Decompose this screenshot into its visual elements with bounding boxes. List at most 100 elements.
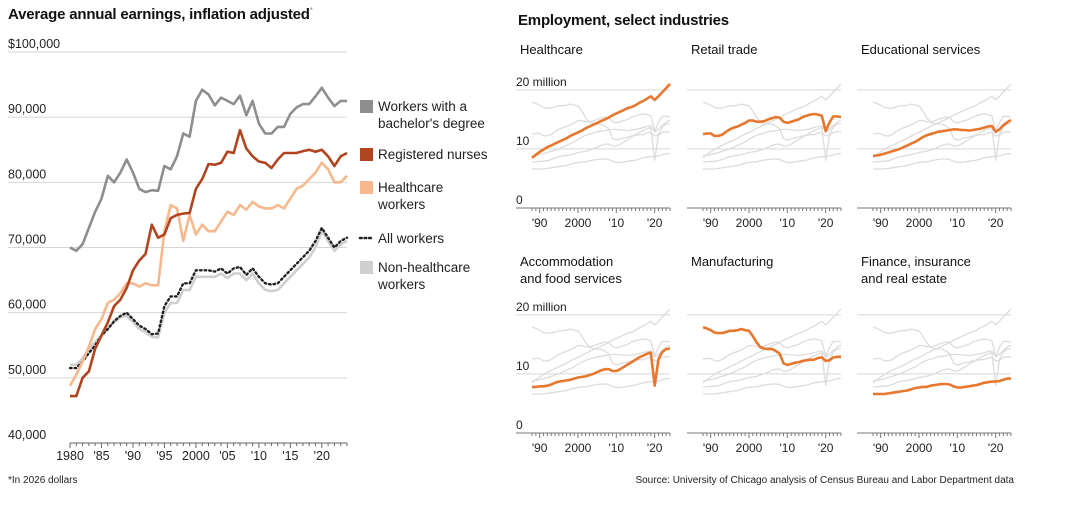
highlight-line-education	[872, 118, 1012, 158]
context-line-accommodation	[532, 122, 671, 163]
highlight-line-accommodation	[532, 347, 671, 389]
context-line-manufacturing	[872, 101, 1011, 141]
panel-x-tick-label: 2000	[906, 216, 933, 230]
panel-y-tick-label: 10	[516, 359, 530, 373]
panel-y-tick-label: 20 million	[516, 75, 567, 89]
context-line-accommodation	[703, 347, 842, 388]
y-tick-label: 40,000	[8, 428, 46, 442]
panel-retail: '90 2000 '10 '20	[687, 83, 842, 230]
legend-label-nurses: Registered nurses	[378, 147, 488, 162]
context-line-retail	[872, 338, 1012, 362]
x-tick-label: 1980	[56, 449, 84, 463]
context-line-accommodation	[703, 122, 842, 163]
panel-x-tick-label: 2000	[565, 216, 592, 230]
panel-y-tick-label: 10	[516, 134, 530, 148]
panel-x-tick-label: '10	[609, 441, 625, 455]
panel-y-tick-label: 20 million	[516, 300, 567, 314]
context-line-finance	[703, 377, 841, 395]
panel-title-accommodation: Accommodation and food services	[520, 253, 670, 287]
x-tick-label: '90	[125, 449, 141, 463]
legend-label-bachelor: bachelor's degree	[378, 116, 485, 131]
legend-label-nonhealth: workers	[377, 277, 426, 292]
panel-title-line: Finance, insurance	[861, 254, 971, 269]
panel-x-tick-label: '90	[873, 441, 889, 455]
panel-x-tick-label: '10	[950, 441, 966, 455]
series-line-healthcare	[68, 161, 348, 387]
context-line-finance	[532, 377, 670, 395]
panel-title-manufacturing: Manufacturing	[691, 253, 841, 270]
context-line-healthcare	[872, 308, 1012, 384]
context-line-manufacturing	[702, 101, 841, 141]
panel-x-tick-label: '20	[647, 216, 663, 230]
panel-x-tick-label: '90	[703, 441, 719, 455]
legend-swatch-healthcare	[360, 181, 373, 194]
y-tick-label: 60,000	[8, 298, 46, 312]
context-line-finance	[873, 152, 1011, 170]
panel-title-line: Retail trade	[691, 42, 758, 57]
panel-x-tick-label: '20	[818, 216, 834, 230]
context-line-healthcare	[872, 83, 1012, 159]
panel-manufacturing: '90 2000 '10 '20	[687, 308, 842, 455]
context-line-manufacturing	[531, 101, 670, 141]
panel-education: '90 2000 '10 '20	[857, 83, 1012, 230]
context-line-manufacturing	[872, 326, 1011, 366]
legend-label-healthcare: Healthcare	[378, 180, 443, 195]
legend-label-bachelor: Workers with a	[378, 99, 468, 114]
panel-x-tick-label: '20	[988, 441, 1004, 455]
panel-title-line: Healthcare	[520, 42, 583, 57]
context-line-education	[872, 344, 1012, 382]
legend-label-healthcare: workers	[377, 197, 426, 212]
series-line-nurses	[70, 128, 348, 398]
context-line-healthcare	[702, 83, 842, 159]
context-line-education	[531, 344, 671, 382]
panel-title-finance: Finance, insurance and real estate	[861, 253, 1011, 287]
source-note: Source: University of Chicago analysis o…	[635, 475, 1014, 486]
right-chart-title: Employment, select industries	[518, 12, 729, 29]
left-chart-title: Average annual earnings, inflation adjus…	[8, 6, 313, 23]
y-tick-label: $100,000	[8, 37, 60, 51]
panel-x-tick-label: '10	[780, 441, 796, 455]
panel-x-tick-label: '10	[609, 216, 625, 230]
context-line-retail	[702, 338, 842, 362]
x-tick-label: '15	[282, 449, 298, 463]
panel-x-tick-label: '20	[647, 441, 663, 455]
x-tick-label: '85	[93, 449, 109, 463]
panel-x-tick-label: 2000	[736, 441, 763, 455]
panel-finance: '90 2000 '10 '20	[857, 308, 1012, 455]
highlight-line-healthcare	[531, 83, 671, 159]
legend-swatch-nonhealth	[360, 261, 373, 274]
panel-x-tick-label: '90	[532, 441, 548, 455]
highlight-line-manufacturing	[702, 325, 841, 367]
context-line-education	[531, 119, 671, 157]
legend-label-nonhealth: Non-healthcare	[378, 260, 470, 275]
panel-title-healthcare: Healthcare	[520, 41, 670, 58]
panel-x-tick-label: '90	[873, 216, 889, 230]
highlight-line-retail	[702, 112, 842, 138]
x-tick-label: '95	[156, 449, 172, 463]
context-line-retail	[531, 113, 671, 137]
series-line-bachelor	[69, 86, 347, 253]
context-line-finance	[532, 152, 670, 170]
series-line-nonhealth	[70, 229, 348, 367]
y-tick-label: 80,000	[8, 167, 46, 181]
x-tick-label: '20	[314, 449, 330, 463]
context-line-retail	[872, 113, 1012, 137]
x-tick-label: 2000	[182, 449, 210, 463]
legend-swatch-nurses	[360, 148, 373, 161]
panel-x-tick-label: '20	[818, 441, 834, 455]
context-line-retail	[531, 338, 671, 362]
y-tick-label: 70,000	[8, 233, 46, 247]
panel-x-tick-label: 2000	[565, 441, 592, 455]
footnote-marker: *	[309, 6, 313, 15]
y-tick-label: 50,000	[8, 363, 46, 377]
legend-label-all: All workers	[378, 231, 444, 246]
context-line-accommodation	[873, 122, 1012, 163]
left-chart-title-text: Average annual earnings, inflation adjus…	[8, 6, 310, 23]
panel-title-line: and real estate	[861, 271, 948, 286]
context-line-accommodation	[873, 347, 1012, 388]
context-line-education	[702, 344, 842, 382]
panel-y-tick-label: 0	[516, 418, 523, 432]
panel-x-tick-label: 2000	[736, 216, 763, 230]
highlight-line-finance	[873, 377, 1011, 396]
earnings-chart: 40,000 50,000 60,000 70,000 80,000 90,000 $100…	[8, 37, 488, 463]
